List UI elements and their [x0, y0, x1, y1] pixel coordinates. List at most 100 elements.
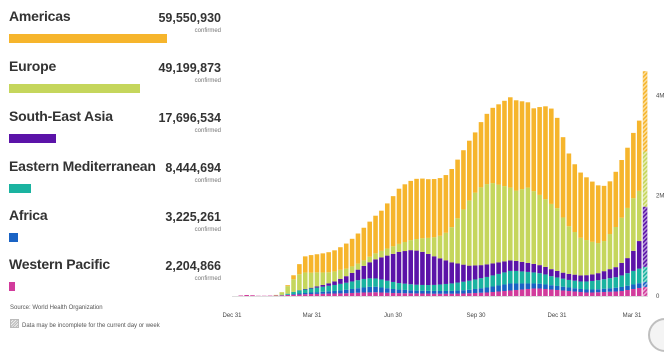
bar-segment[interactable]	[344, 269, 349, 277]
bar-segment[interactable]	[373, 292, 378, 296]
bar-segment[interactable]	[297, 293, 302, 294]
bar-segment[interactable]	[362, 287, 367, 292]
bar-segment[interactable]	[637, 121, 642, 191]
bar-segment[interactable]	[537, 107, 542, 195]
bar-segment[interactable]	[631, 289, 636, 296]
bar-segment[interactable]	[496, 262, 501, 274]
bar-segment[interactable]	[467, 293, 472, 296]
bar-segment[interactable]	[356, 293, 361, 296]
bar-segment[interactable]	[379, 279, 384, 287]
bar-segment[interactable]	[473, 265, 478, 279]
bar-segment[interactable]	[537, 265, 542, 273]
bar-segment[interactable]	[332, 285, 337, 291]
bar-segment[interactable]	[438, 284, 443, 291]
bar-segment[interactable]	[520, 189, 525, 262]
bar-segment[interactable]	[385, 288, 390, 293]
bar-segment[interactable]	[391, 293, 396, 296]
bar-segment[interactable]	[520, 289, 525, 296]
bar-segment[interactable]	[426, 254, 431, 285]
bar-segment[interactable]	[432, 179, 437, 237]
bar-segment[interactable]	[408, 250, 413, 284]
bar-segment[interactable]	[613, 227, 618, 267]
bar-segment[interactable]	[496, 104, 501, 184]
bar-segment[interactable]	[526, 188, 531, 263]
bar-segment[interactable]	[520, 101, 525, 189]
bar-segment[interactable]	[338, 270, 343, 279]
bar-segment[interactable]	[350, 239, 355, 267]
bar-segment[interactable]	[613, 288, 618, 292]
bar-segment[interactable]	[449, 283, 454, 291]
bar-segment[interactable]	[239, 296, 244, 297]
bar-segment[interactable]	[613, 277, 618, 288]
bar-segment[interactable]	[315, 288, 320, 293]
bar-segment[interactable]	[362, 260, 367, 266]
bar-segment[interactable]	[584, 289, 589, 292]
bar-segment[interactable]	[461, 209, 466, 264]
bar-segment[interactable]	[403, 242, 408, 251]
bar-segment[interactable]	[549, 276, 554, 285]
bar-segment[interactable]	[514, 261, 519, 271]
bar-segment[interactable]	[502, 261, 507, 272]
bar-segment[interactable]	[596, 280, 601, 289]
bar-segment[interactable]	[315, 254, 320, 272]
bar-segment[interactable]	[567, 287, 572, 291]
bar-segment[interactable]	[502, 101, 507, 186]
bar-segment[interactable]	[567, 291, 572, 296]
bar-segment[interactable]	[297, 290, 302, 293]
bar-segment[interactable]	[344, 283, 349, 290]
bar-segment[interactable]	[373, 287, 378, 293]
bar-segment[interactable]	[438, 178, 443, 236]
bar-segment[interactable]	[420, 252, 425, 285]
bar-segment[interactable]	[385, 293, 390, 296]
bar-segment[interactable]	[379, 292, 384, 296]
bar-segment[interactable]	[303, 289, 308, 290]
bar-segment[interactable]	[578, 275, 583, 281]
bar-segment[interactable]	[590, 182, 595, 242]
bar-segment[interactable]	[502, 291, 507, 296]
bar-segment[interactable]	[449, 262, 454, 283]
bar-segment[interactable]	[444, 233, 449, 261]
bar-segment[interactable]	[303, 256, 308, 272]
bar-segment[interactable]	[567, 153, 572, 226]
bar-segment[interactable]	[309, 255, 314, 273]
bar-segment[interactable]	[584, 275, 589, 281]
bar-segment[interactable]	[332, 281, 337, 285]
bar-segment[interactable]	[637, 283, 642, 288]
bar-segment[interactable]	[508, 188, 513, 261]
bar-segment[interactable]	[426, 294, 431, 296]
bar-segment[interactable]	[438, 294, 443, 296]
bar-segment[interactable]	[572, 164, 577, 232]
bar-segment[interactable]	[572, 232, 577, 275]
bar-segment[interactable]	[619, 287, 624, 291]
bar-segment[interactable]	[590, 292, 595, 296]
bar-segment[interactable]	[602, 279, 607, 289]
bar-segment[interactable]	[326, 286, 331, 292]
bar-segment[interactable]	[408, 290, 413, 293]
bar-segment[interactable]	[637, 288, 642, 296]
bar-segment[interactable]	[432, 285, 437, 291]
bar-segment[interactable]	[455, 263, 460, 282]
bar-segment[interactable]	[537, 195, 542, 265]
bar-segment[interactable]	[496, 274, 501, 286]
bar-segment[interactable]	[631, 198, 636, 251]
bar-segment[interactable]	[385, 256, 390, 281]
bar-segment[interactable]	[555, 277, 560, 286]
bar-segment[interactable]	[444, 260, 449, 284]
bar-segment[interactable]	[321, 287, 326, 292]
bar-segment[interactable]	[526, 263, 531, 272]
bar-segment[interactable]	[250, 295, 255, 296]
bar-segment[interactable]	[461, 290, 466, 293]
bar-segment[interactable]	[426, 291, 431, 294]
bar-segment[interactable]	[490, 108, 495, 183]
bar-segment[interactable]	[321, 292, 326, 294]
bar-segment[interactable]	[596, 185, 601, 243]
bar-segment[interactable]	[625, 258, 630, 273]
bar-segment[interactable]	[602, 292, 607, 296]
bar-segment[interactable]	[596, 273, 601, 280]
bar-segment[interactable]	[602, 241, 607, 271]
bar-segment[interactable]	[602, 271, 607, 279]
bar-segment[interactable]	[397, 244, 402, 252]
bar-segment[interactable]	[461, 265, 466, 282]
bar-segment[interactable]	[455, 283, 460, 291]
bar-segment[interactable]	[309, 273, 314, 288]
